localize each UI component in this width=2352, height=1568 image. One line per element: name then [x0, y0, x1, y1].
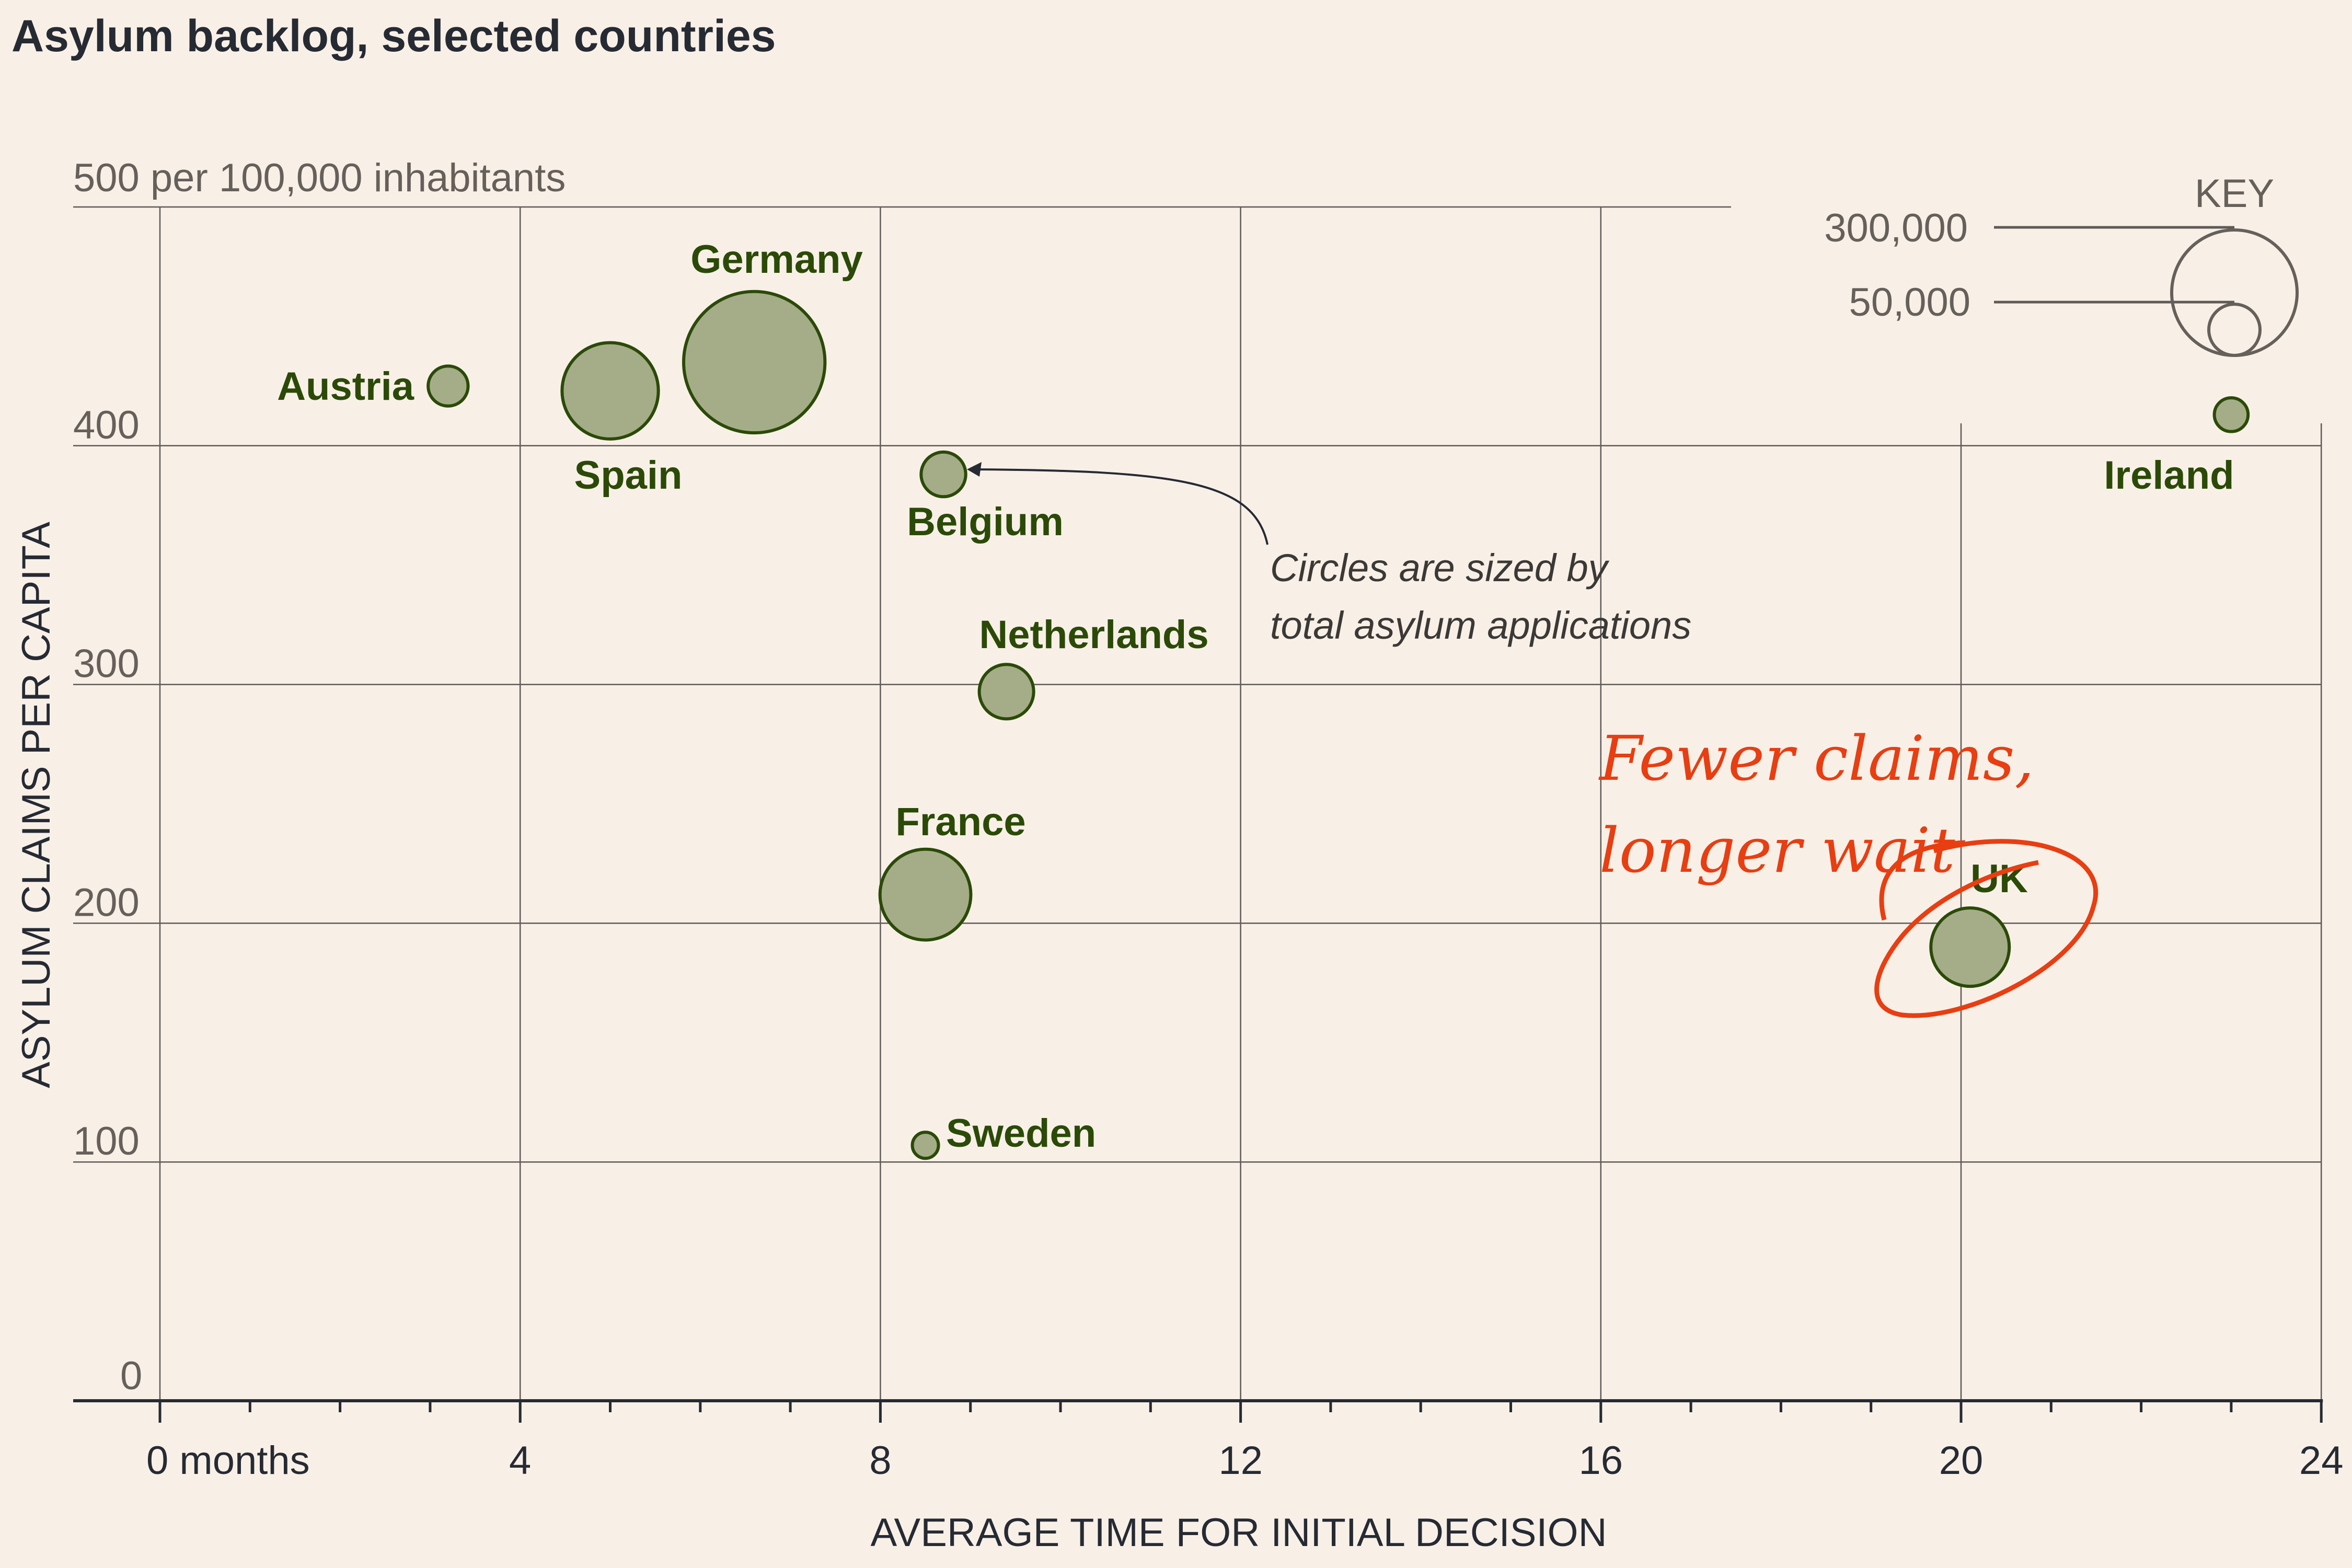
bubble-austria — [426, 364, 470, 408]
x-tick-label: 8 — [869, 1438, 891, 1483]
label-netherlands: Netherlands — [979, 613, 1208, 657]
highlight-ring-stroke — [1879, 840, 1966, 921]
handwritten-line-2: longer wait — [1599, 814, 1955, 886]
x-axis-label: AVERAGE TIME FOR INITIAL DECISION — [870, 1511, 1607, 1555]
y-tick-label: 200 — [73, 880, 140, 925]
size-note: Circles are sized by total asylum applic… — [967, 462, 1691, 647]
x-tick-label: 20 — [1939, 1438, 1984, 1483]
bubble-france — [878, 847, 973, 942]
label-france: France — [895, 800, 1025, 844]
label-germany: Germany — [690, 237, 863, 282]
x-tick-label: 12 — [1218, 1438, 1263, 1483]
y-tick-label: 300 — [73, 642, 140, 686]
key-circle-large — [2170, 228, 2299, 358]
y-tick-label: 0 — [120, 1354, 142, 1398]
note-arrow-line — [969, 468, 1269, 545]
x-tick-label: 4 — [509, 1438, 531, 1483]
chart-title: Asylum backlog, selected countries — [11, 11, 776, 61]
y-tick-label: 400 — [73, 403, 140, 447]
uk-highlight: Fewer claims, longer wait — [1598, 722, 2099, 1018]
bubble-netherlands — [977, 663, 1035, 721]
bubble-germany — [682, 290, 827, 435]
bubble-sweden — [910, 1131, 940, 1160]
key-label-large: 300,000 — [1824, 206, 1968, 250]
size-key: KEY 300,000 50,000 — [1824, 171, 2299, 358]
note-arrowhead — [967, 462, 982, 477]
bubble-belgium — [919, 450, 967, 499]
key-title: KEY — [2195, 171, 2274, 216]
x-tick-label: 24 — [2299, 1438, 2344, 1483]
y-axis-label: ASYLUM CLAIMS PER CAPITA — [14, 522, 59, 1088]
bubbles — [426, 290, 2250, 1160]
highlight-ring-outer — [1874, 839, 2099, 1018]
x-axis — [73, 1399, 2323, 1423]
note-line-2: total asylum applications — [1270, 604, 1691, 647]
bubble-uk — [1929, 906, 2011, 988]
y-tick-labels: 0 100 200 300 400 — [73, 403, 142, 1398]
key-circle-small — [2207, 303, 2262, 358]
x-tick-label: 16 — [1579, 1438, 1623, 1483]
label-ireland: Ireland — [2104, 453, 2234, 498]
y-unit-label: 500 per 100,000 inhabitants — [73, 156, 566, 200]
handwritten-line-1: Fewer claims, — [1598, 722, 2034, 794]
x-tick-label: 0 months — [146, 1438, 310, 1483]
note-line-1: Circles are sized by — [1270, 546, 1610, 590]
key-label-small: 50,000 — [1849, 280, 1970, 325]
label-belgium: Belgium — [907, 500, 1064, 544]
y-tick-label: 100 — [73, 1119, 140, 1163]
label-sweden: Sweden — [946, 1111, 1096, 1156]
country-labels: Austria Spain Germany Belgium Netherland… — [277, 237, 2234, 1156]
label-austria: Austria — [277, 364, 414, 409]
bubble-spain — [560, 341, 660, 441]
bubble-ireland — [2212, 396, 2250, 433]
x-tick-labels: 0 months 4 8 12 16 20 24 — [146, 1438, 2343, 1483]
label-spain: Spain — [574, 453, 683, 498]
